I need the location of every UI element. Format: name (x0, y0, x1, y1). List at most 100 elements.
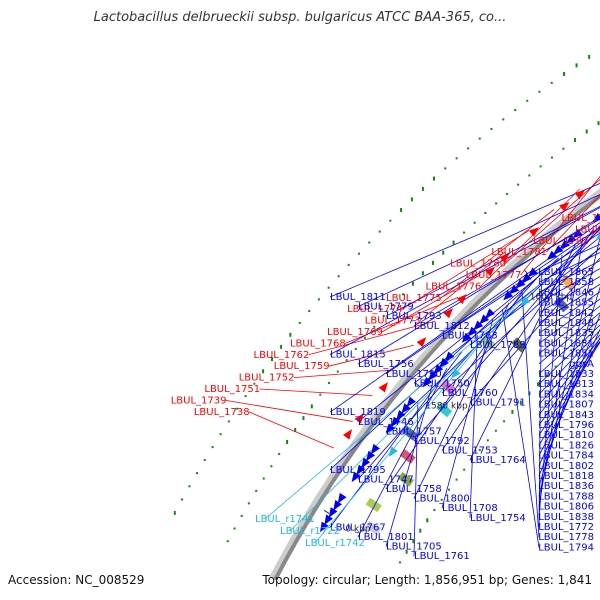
rna-gene-label: LBUL_r1742 (305, 538, 365, 549)
gc-dot (473, 221, 476, 224)
reverse-gene-label: LBUL_1761 (414, 551, 470, 562)
gc-dot (327, 382, 330, 385)
reverse-gene-arrow (422, 377, 433, 388)
reverse-gene-arrow (485, 308, 496, 319)
accession-text: Accession: NC_008529 (8, 573, 145, 587)
gc-dot (550, 156, 553, 159)
forward-gene-label: LBUL_1773 (365, 316, 421, 327)
reverse-gene-label: LBUL_1806 (538, 502, 594, 513)
forward-gene-label: LBUL_1780 (450, 259, 506, 270)
leader-line (538, 286, 600, 487)
gc-dot (405, 549, 408, 554)
forward-gene-label: LBUL_1759 (274, 361, 330, 372)
leader-line (504, 178, 600, 264)
leader-line (329, 222, 600, 413)
leader-line (413, 402, 419, 557)
gc-dot (494, 429, 497, 432)
gc-dot (337, 275, 340, 278)
gc-dot (289, 332, 292, 337)
gc-dot (181, 498, 184, 501)
reverse-gene-label: LBUL_1793 (386, 311, 442, 322)
feature-block (365, 497, 382, 513)
gc-dot (357, 252, 360, 255)
reverse-gene-label: LBUL_1784 (538, 451, 594, 462)
gc-dot (463, 468, 466, 471)
reverse-gene-label: LBUL_1796 (538, 420, 594, 431)
forward-gene-arrow (559, 202, 570, 212)
gc-dot (538, 90, 541, 93)
gc-dot (294, 428, 297, 433)
forward-gene-label: LBUL_1774 (347, 304, 403, 315)
forward-gene-arrow (528, 227, 540, 237)
kbp-label: 0 kbp (345, 524, 371, 534)
reverse-gene-label: LBUL_1848 (538, 318, 594, 329)
gc-dot (575, 63, 578, 68)
leader-line (538, 340, 600, 426)
forward-gene-label: LBUL_1739 (171, 395, 227, 406)
reverse-gene-label: LBUL_1843 (538, 410, 594, 421)
gc-dot (554, 365, 557, 368)
reverse-gene-label: LBUL_1812 (414, 321, 470, 332)
gc-dot (463, 231, 466, 234)
gc-dot (211, 446, 214, 449)
gc-dot (410, 197, 413, 202)
gc-dot (448, 488, 451, 491)
gc-dot (368, 241, 371, 244)
gc-dot (244, 395, 247, 398)
reverse-gene-arrow (572, 228, 583, 239)
feature-block (436, 402, 453, 418)
gc-dot (255, 489, 258, 492)
reverse-gene-label: LBUL_1842 (538, 308, 594, 319)
leader-line (538, 338, 600, 416)
forward-gene-arrow (443, 308, 454, 319)
reverse-gene-arrow (566, 234, 577, 244)
gc-dot (373, 325, 376, 328)
gc-dot (354, 347, 357, 350)
gc-dot (319, 393, 322, 396)
gene-arrows (319, 190, 600, 533)
leader-line (381, 274, 482, 333)
leader-line (385, 226, 600, 375)
reverse-gene-arrow (479, 314, 490, 325)
feature-block (560, 274, 576, 291)
gc-dot (506, 192, 509, 195)
reverse-gene-label: LBUL_1747 (358, 474, 414, 485)
reverse-gene-label: LBUL_1851 (538, 349, 594, 360)
gc-dot (550, 81, 553, 84)
forward-gene-label: LBUL_1781 (491, 247, 547, 258)
feature-block (511, 337, 527, 353)
reverse-gene-arrow (351, 471, 361, 483)
gc-dot (467, 147, 470, 150)
forward-gene-arrow (342, 429, 353, 440)
leader-line (469, 335, 478, 518)
gc-dot (308, 310, 311, 313)
gc-dot (426, 518, 429, 523)
forward-gene-label: LBUL_1782 (533, 236, 589, 247)
leader-line (293, 369, 393, 378)
reverse-gene-arrow (356, 464, 366, 476)
gc-dot (188, 485, 191, 488)
gc-dot (286, 439, 289, 444)
gc-dot (378, 230, 381, 233)
forward-gene-label: LBUL_1751 (204, 384, 260, 395)
gc-dot (490, 127, 493, 130)
leader-line (413, 302, 510, 499)
gc-dot (444, 167, 447, 170)
feature-block (402, 425, 419, 441)
reverse-gene-label: LBUL_1833 (538, 369, 594, 380)
reverse-gene-arrow (467, 326, 478, 337)
reverse-gene-label: LBUL_1794 (538, 542, 594, 553)
reverse-gene-arrow (319, 521, 329, 533)
gc-dot (539, 165, 542, 168)
reverse-gene-label: LBUL_1750 (414, 378, 470, 389)
kbp-tick (323, 509, 330, 514)
leader-line (469, 243, 577, 461)
gc-dot (196, 472, 199, 475)
reverse-gene-label: LBUL_1810 (538, 430, 594, 441)
leader-line (521, 290, 540, 538)
reverse-gene-label: LBUL_1767 (330, 522, 386, 533)
gc-dot (398, 561, 401, 564)
reverse-gene-label: LBUL_1760 (442, 388, 498, 399)
forward-gene-arrow (499, 253, 510, 263)
gc-dot (442, 250, 445, 255)
